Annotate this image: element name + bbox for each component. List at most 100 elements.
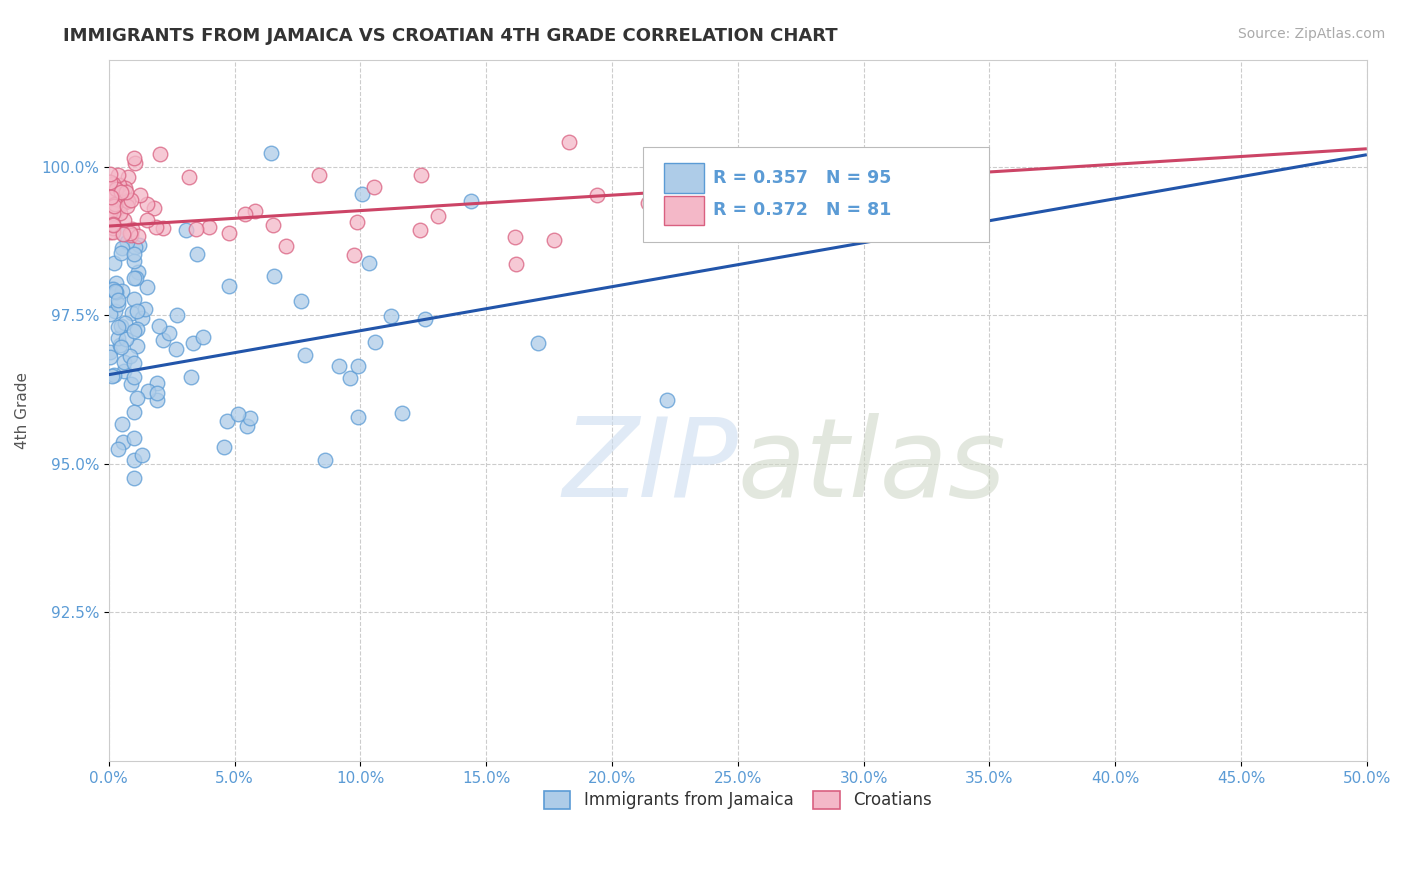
Point bbox=[115, 186, 138, 200]
Point bbox=[112, 195, 135, 210]
Point bbox=[104, 197, 127, 211]
Point bbox=[262, 219, 284, 233]
Point bbox=[131, 448, 153, 462]
Point bbox=[108, 206, 131, 220]
Point bbox=[294, 348, 316, 362]
Point bbox=[655, 223, 678, 237]
Point bbox=[100, 167, 122, 181]
Point bbox=[103, 368, 125, 382]
Point bbox=[117, 235, 139, 249]
Point bbox=[648, 198, 671, 212]
Text: IMMIGRANTS FROM JAMAICA VS CROATIAN 4TH GRADE CORRELATION CHART: IMMIGRANTS FROM JAMAICA VS CROATIAN 4TH … bbox=[63, 27, 838, 45]
Point bbox=[135, 212, 157, 227]
Text: R = 0.357   N = 95: R = 0.357 N = 95 bbox=[713, 169, 891, 187]
Point bbox=[346, 215, 368, 229]
Point bbox=[121, 221, 143, 235]
Point bbox=[236, 419, 259, 434]
Point bbox=[218, 226, 240, 240]
Point bbox=[460, 194, 482, 208]
Point bbox=[125, 271, 148, 285]
Point bbox=[157, 326, 180, 341]
Point bbox=[543, 233, 565, 247]
Point bbox=[124, 155, 146, 169]
Point bbox=[125, 338, 148, 352]
Point bbox=[104, 190, 127, 204]
Point bbox=[314, 453, 336, 467]
Point bbox=[104, 284, 127, 298]
Point bbox=[122, 293, 145, 307]
Point bbox=[107, 442, 129, 457]
Point bbox=[125, 322, 148, 336]
Point bbox=[328, 359, 350, 373]
Point bbox=[122, 247, 145, 261]
Point bbox=[104, 304, 127, 318]
Point bbox=[120, 349, 142, 363]
Y-axis label: 4th Grade: 4th Grade bbox=[15, 372, 30, 449]
Point bbox=[107, 178, 129, 193]
Point bbox=[98, 185, 121, 199]
Point bbox=[114, 316, 136, 330]
Point bbox=[198, 220, 221, 235]
Point bbox=[343, 248, 366, 262]
Point bbox=[138, 384, 160, 398]
Point bbox=[104, 182, 127, 196]
Point bbox=[103, 256, 125, 270]
Point bbox=[505, 257, 527, 271]
Point bbox=[98, 212, 121, 227]
Point bbox=[148, 319, 170, 334]
Point bbox=[111, 285, 134, 299]
Point bbox=[263, 268, 285, 283]
Point bbox=[239, 411, 262, 425]
Point bbox=[98, 193, 121, 207]
Point bbox=[127, 265, 149, 279]
Point bbox=[166, 308, 188, 322]
Point bbox=[104, 276, 127, 290]
Point bbox=[110, 338, 132, 352]
Point bbox=[104, 198, 127, 212]
Point bbox=[110, 246, 132, 260]
Point bbox=[122, 324, 145, 338]
Point bbox=[112, 364, 135, 378]
Point bbox=[98, 175, 121, 189]
Point bbox=[103, 199, 125, 213]
Point bbox=[146, 393, 169, 408]
Point bbox=[122, 254, 145, 268]
Point bbox=[118, 226, 141, 240]
Point bbox=[391, 407, 413, 421]
FancyBboxPatch shape bbox=[664, 195, 704, 225]
Point bbox=[165, 342, 187, 356]
Point bbox=[274, 239, 297, 253]
Point bbox=[101, 218, 124, 232]
Point bbox=[100, 369, 122, 384]
Point bbox=[134, 302, 156, 317]
Point bbox=[146, 376, 169, 390]
Point bbox=[122, 452, 145, 467]
Point bbox=[186, 247, 208, 261]
Point bbox=[98, 351, 121, 365]
Point bbox=[637, 196, 659, 211]
Point bbox=[110, 417, 132, 432]
Text: Source: ZipAtlas.com: Source: ZipAtlas.com bbox=[1237, 27, 1385, 41]
Text: R = 0.372   N = 81: R = 0.372 N = 81 bbox=[713, 202, 891, 219]
Point bbox=[122, 431, 145, 445]
Point bbox=[122, 405, 145, 419]
Point bbox=[380, 309, 402, 323]
Point bbox=[103, 210, 125, 224]
Point bbox=[98, 198, 121, 212]
Point bbox=[100, 344, 122, 359]
Point bbox=[122, 356, 145, 370]
Point bbox=[115, 332, 138, 346]
Text: ZIP: ZIP bbox=[562, 413, 738, 520]
Point bbox=[107, 319, 129, 334]
Point bbox=[181, 335, 204, 350]
Point bbox=[128, 237, 150, 252]
Point bbox=[122, 369, 145, 384]
Point bbox=[122, 271, 145, 285]
Point bbox=[120, 193, 142, 207]
Point bbox=[218, 278, 240, 293]
Point bbox=[146, 386, 169, 401]
Point bbox=[103, 178, 125, 192]
Point bbox=[180, 370, 202, 384]
Point bbox=[101, 225, 124, 239]
Point bbox=[152, 220, 174, 235]
